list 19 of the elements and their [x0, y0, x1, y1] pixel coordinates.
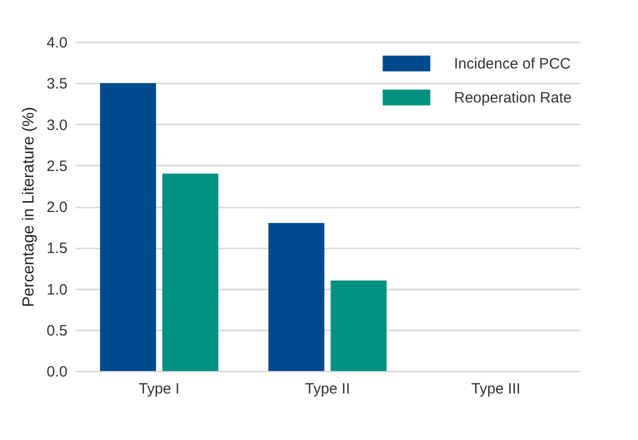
y-tick-label: 4.0: [46, 34, 68, 52]
x-tick-label: Type I: [138, 380, 180, 398]
y-tick-label: 0.0: [46, 364, 68, 380]
y-tick-label: 0.5: [46, 322, 68, 340]
x-tick-label: Type III: [471, 380, 520, 398]
legend-label: Reoperation Rate: [454, 90, 572, 106]
y-tick-label: 3.5: [46, 76, 68, 93]
bar: [100, 83, 156, 371]
y-tick-label: 2.5: [46, 158, 68, 175]
x-tick-label: Type II: [304, 380, 350, 398]
legend-label: Incidence of PCC: [454, 56, 571, 72]
bar: [162, 174, 218, 371]
y-axis-title: Percentage in Literature (%): [20, 106, 38, 308]
y-tick-label: 3.0: [46, 116, 68, 134]
y-tick-label: 2.0: [46, 199, 68, 216]
bar: [268, 222, 324, 371]
y-tick-label: 1.0: [46, 281, 68, 298]
bar: [330, 280, 387, 371]
y-tick-label: 1.5: [46, 240, 68, 258]
